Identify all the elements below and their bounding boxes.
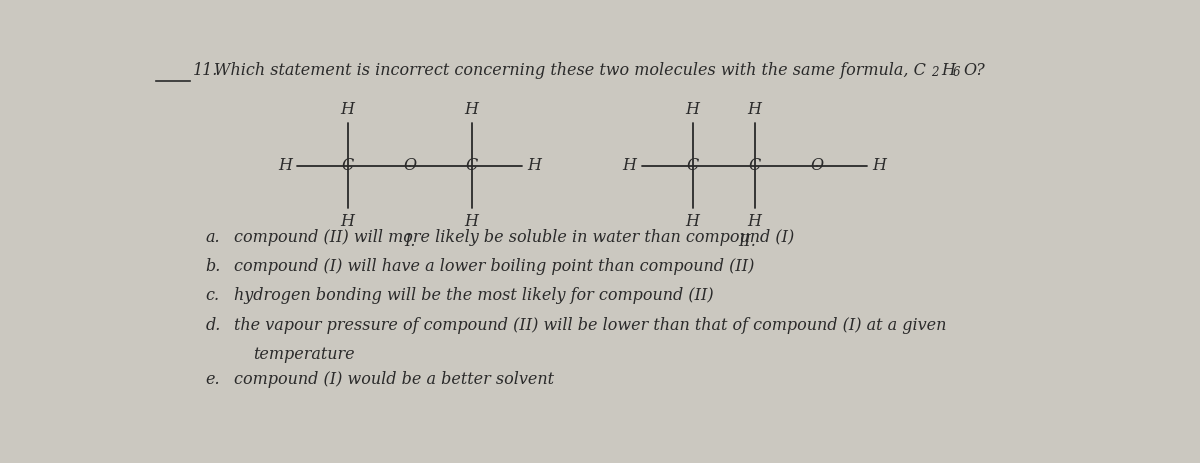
Text: H: H <box>748 101 762 118</box>
Text: compound (I) will have a lower boiling point than compound (II): compound (I) will have a lower boiling p… <box>234 258 754 275</box>
Text: H: H <box>464 101 479 118</box>
Text: H: H <box>341 101 355 118</box>
Text: Which statement is incorrect concerning these two molecules with the same formul: Which statement is incorrect concerning … <box>214 62 925 79</box>
Text: compound (II) will more likely be soluble in water than compound (I): compound (II) will more likely be solubl… <box>234 229 794 246</box>
Text: H: H <box>872 157 887 174</box>
Text: c.: c. <box>206 288 220 304</box>
Text: d.: d. <box>206 317 221 333</box>
Text: 2: 2 <box>931 66 938 79</box>
Text: C: C <box>342 157 354 174</box>
Text: H: H <box>464 213 479 231</box>
Text: the vapour pressure of compound (II) will be lower than that of compound (I) at : the vapour pressure of compound (II) wil… <box>234 317 946 333</box>
Text: H: H <box>623 157 637 174</box>
Text: temperature: temperature <box>253 346 355 363</box>
Text: II.: II. <box>738 233 756 250</box>
Text: a.: a. <box>206 229 221 246</box>
Text: compound (I) would be a better solvent: compound (I) would be a better solvent <box>234 371 553 388</box>
Text: 6: 6 <box>953 66 960 79</box>
Text: I.: I. <box>404 233 415 250</box>
Text: hydrogen bonding will be the most likely for compound (II): hydrogen bonding will be the most likely… <box>234 288 713 304</box>
Text: C: C <box>686 157 698 174</box>
Text: e.: e. <box>206 371 221 388</box>
Text: b.: b. <box>206 258 221 275</box>
Text: H: H <box>748 213 762 231</box>
Text: C: C <box>749 157 761 174</box>
Text: H: H <box>341 213 355 231</box>
Text: C: C <box>466 157 478 174</box>
Text: H: H <box>278 157 292 174</box>
Text: O: O <box>810 157 823 174</box>
Text: O?: O? <box>962 62 985 79</box>
Text: 11.: 11. <box>193 62 218 79</box>
Text: H: H <box>685 101 700 118</box>
Text: H: H <box>685 213 700 231</box>
Text: H: H <box>941 62 955 79</box>
Text: O: O <box>403 157 416 174</box>
Text: H: H <box>528 157 541 174</box>
